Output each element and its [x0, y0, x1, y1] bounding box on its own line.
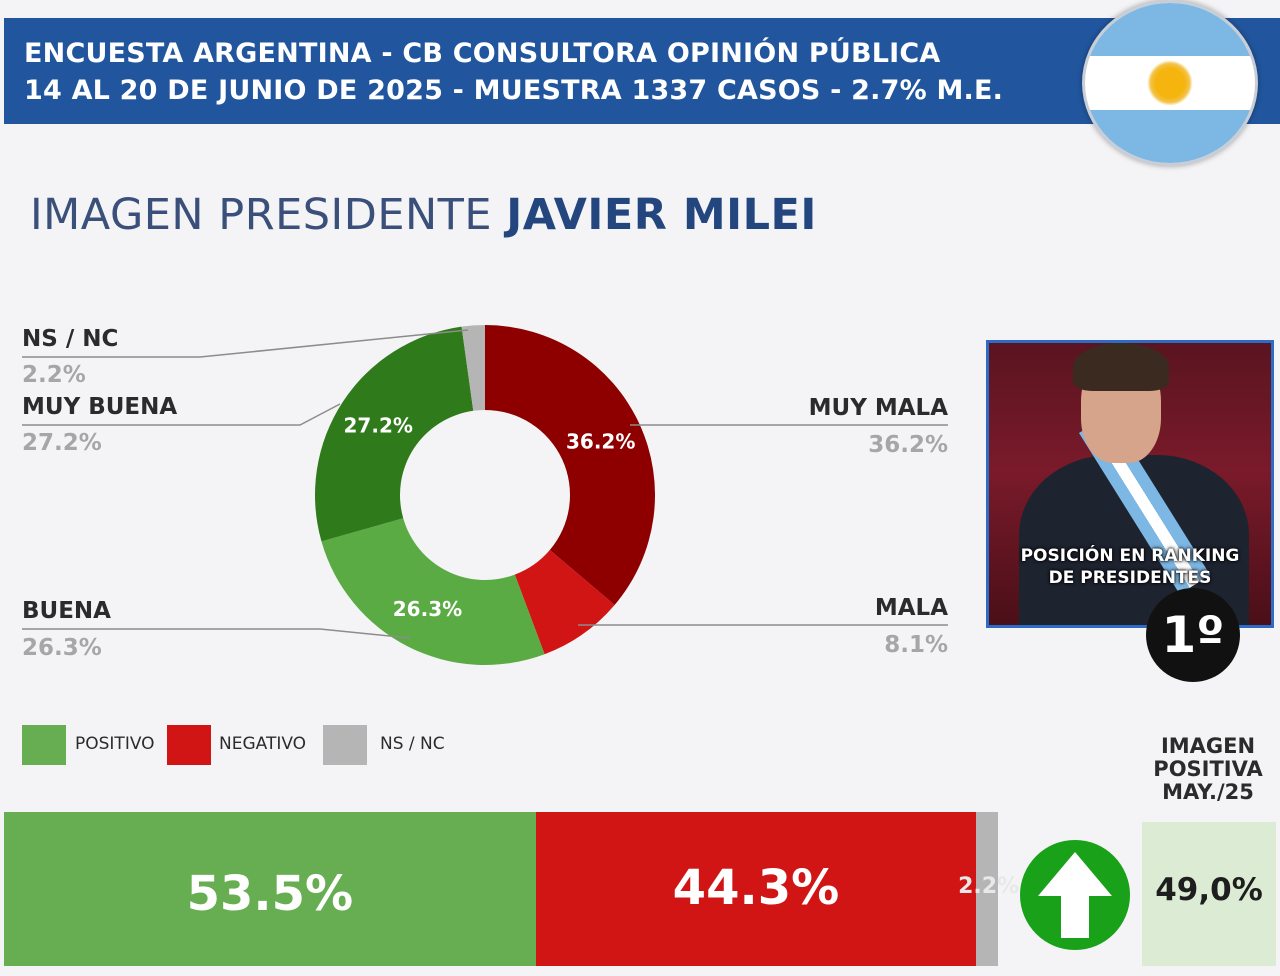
label-buena: BUENA — [22, 598, 111, 624]
donut-slice-ns-nc — [461, 325, 485, 411]
ranking-position-badge: 1º — [1146, 588, 1240, 682]
donut-slice-buena — [321, 518, 545, 665]
value-muy-mala: 36.2% — [868, 432, 948, 458]
label-muy-buena: MUY BUENA — [22, 394, 178, 420]
bar-segment-negativo — [535, 812, 977, 966]
leader-line — [22, 329, 469, 358]
ranking-caption: POSICIÓN EN RANKING DE PRESIDENTES — [989, 545, 1271, 589]
value-mala: 8.1% — [884, 632, 948, 658]
header-banner: ENCUESTA ARGENTINA - CB CONSULTORA OPINI… — [4, 18, 1280, 124]
bar-value-label: 44.3% — [672, 860, 840, 916]
bar-value-label: 53.5% — [186, 866, 354, 922]
legend-label-negativo: NEGATIVO — [219, 734, 307, 754]
previous-label-line1: IMAGEN — [1160, 734, 1256, 758]
header-line-1: ENCUESTA ARGENTINA - CB CONSULTORA OPINI… — [24, 38, 941, 69]
ranking-caption-line2: DE PRESIDENTES — [1048, 568, 1212, 588]
donut-slice-mala — [514, 549, 615, 655]
leader-line — [22, 628, 411, 639]
value-ns-nc: 2.2% — [22, 362, 86, 388]
bar-segment-ns-nc — [976, 812, 998, 966]
donut-data-label: 36.2% — [566, 429, 635, 453]
legend-swatch-negativo — [167, 725, 211, 765]
header-line-2: 14 AL 20 DE JUNIO DE 2025 - MUESTRA 1337… — [24, 75, 1004, 106]
legend-label-ns-nc: NS / NC — [380, 734, 445, 754]
donut-data-label: 26.3% — [393, 597, 462, 621]
donut-slice-muy-mala — [485, 325, 655, 605]
bar-segment-positivo — [4, 812, 536, 966]
up-arrow-icon — [1020, 840, 1130, 950]
bar-value-label: 2.2% — [958, 874, 1020, 899]
legend-swatch-positivo — [22, 725, 66, 765]
legend-swatch-ns-nc — [323, 725, 367, 765]
title-prefix: IMAGEN PRESIDENTE — [30, 190, 493, 240]
legend-label-positivo: POSITIVO — [75, 734, 155, 754]
leader-line — [22, 403, 341, 426]
label-mala: MALA — [874, 595, 948, 621]
president-photo: POSICIÓN EN RANKING DE PRESIDENTES — [986, 340, 1274, 628]
previous-label-line2: POSITIVA — [1153, 757, 1263, 781]
label-muy-mala: MUY MALA — [808, 395, 948, 421]
previous-value-box — [1142, 822, 1276, 966]
donut-slice-muy-buena — [314, 326, 474, 542]
value-buena: 26.3% — [22, 635, 102, 661]
previous-label-line3: MAY./25 — [1162, 780, 1254, 804]
previous-label: IMAGEN POSITIVA MAY./25 — [1148, 735, 1268, 804]
donut-data-label: 27.2% — [344, 413, 413, 437]
page-title: IMAGEN PRESIDENTE JAVIER MILEI — [30, 190, 817, 240]
value-muy-buena: 27.2% — [22, 430, 102, 456]
ranking-caption-line1: POSICIÓN EN RANKING — [1020, 546, 1240, 566]
argentina-flag-icon — [1082, 0, 1258, 166]
title-name: JAVIER MILEI — [506, 190, 817, 240]
previous-value: 49,0% — [1155, 872, 1263, 908]
label-ns-nc: NS / NC — [22, 326, 119, 352]
